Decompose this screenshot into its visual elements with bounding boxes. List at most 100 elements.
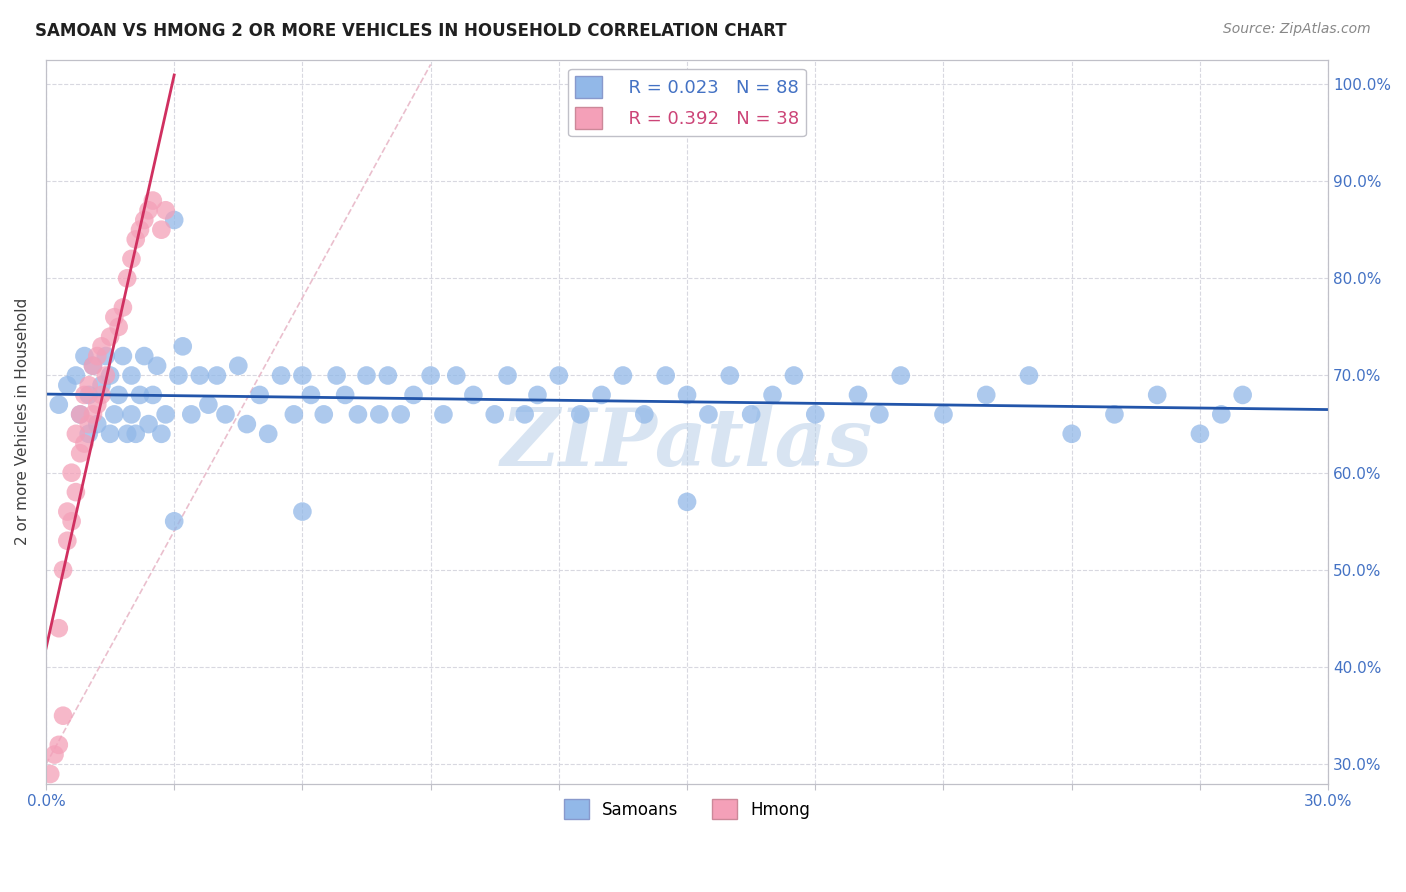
- Point: [356, 368, 378, 383]
- Point: [52, 563, 75, 577]
- Point: [65, 485, 87, 500]
- Point: [180, 408, 202, 422]
- Point: [103, 408, 125, 422]
- Point: [56, 378, 79, 392]
- Point: [432, 408, 454, 422]
- Point: [77, 417, 100, 431]
- Point: [146, 359, 169, 373]
- Point: [98, 368, 121, 383]
- Point: [90, 378, 112, 392]
- Point: [69, 408, 91, 422]
- Point: [291, 505, 314, 519]
- Point: [111, 301, 134, 315]
- Point: [115, 426, 138, 441]
- Point: [73, 349, 96, 363]
- Point: [98, 426, 121, 441]
- Text: SAMOAN VS HMONG 2 OR MORE VEHICLES IN HOUSEHOLD CORRELATION CHART: SAMOAN VS HMONG 2 OR MORE VEHICLES IN HO…: [35, 22, 787, 40]
- Point: [257, 426, 280, 441]
- Point: [205, 368, 228, 383]
- Point: [77, 378, 100, 392]
- Point: [974, 388, 997, 402]
- Point: [77, 426, 100, 441]
- Point: [676, 388, 699, 402]
- Point: [90, 388, 112, 402]
- Point: [82, 408, 104, 422]
- Point: [90, 339, 112, 353]
- Point: [761, 388, 783, 402]
- Point: [547, 368, 569, 383]
- Point: [1211, 408, 1233, 422]
- Point: [134, 349, 156, 363]
- Point: [94, 349, 117, 363]
- Point: [283, 408, 305, 422]
- Point: [1060, 426, 1083, 441]
- Point: [591, 388, 613, 402]
- Point: [377, 368, 399, 383]
- Point: [1188, 426, 1211, 441]
- Point: [142, 194, 165, 208]
- Point: [1146, 388, 1168, 402]
- Point: [56, 533, 79, 548]
- Point: [446, 368, 468, 383]
- Point: [48, 398, 70, 412]
- Point: [676, 495, 699, 509]
- Point: [890, 368, 912, 383]
- Point: [150, 223, 173, 237]
- Point: [155, 408, 177, 422]
- Point: [60, 466, 83, 480]
- Point: [138, 417, 160, 431]
- Point: [98, 329, 121, 343]
- Point: [172, 339, 194, 353]
- Point: [226, 359, 249, 373]
- Point: [86, 398, 108, 412]
- Point: [44, 747, 66, 762]
- Point: [73, 388, 96, 402]
- Point: [125, 426, 148, 441]
- Point: [197, 398, 219, 412]
- Point: [56, 505, 79, 519]
- Point: [402, 388, 425, 402]
- Point: [236, 417, 259, 431]
- Point: [69, 408, 91, 422]
- Point: [120, 368, 142, 383]
- Point: [1018, 368, 1040, 383]
- Point: [484, 408, 506, 422]
- Point: [783, 368, 806, 383]
- Point: [48, 621, 70, 635]
- Point: [697, 408, 720, 422]
- Point: [249, 388, 271, 402]
- Point: [740, 408, 762, 422]
- Point: [569, 408, 592, 422]
- Point: [150, 426, 173, 441]
- Point: [39, 767, 62, 781]
- Point: [270, 368, 292, 383]
- Point: [86, 417, 108, 431]
- Point: [86, 349, 108, 363]
- Point: [120, 408, 142, 422]
- Point: [419, 368, 441, 383]
- Point: [868, 408, 890, 422]
- Point: [389, 408, 412, 422]
- Point: [291, 368, 314, 383]
- Point: [94, 368, 117, 383]
- Point: [60, 514, 83, 528]
- Point: [138, 203, 160, 218]
- Point: [103, 310, 125, 325]
- Point: [188, 368, 211, 383]
- Point: [299, 388, 322, 402]
- Point: [107, 319, 129, 334]
- Point: [312, 408, 335, 422]
- Point: [142, 388, 165, 402]
- Point: [111, 349, 134, 363]
- Point: [163, 213, 186, 227]
- Point: [496, 368, 519, 383]
- Point: [120, 252, 142, 266]
- Point: [612, 368, 634, 383]
- Point: [932, 408, 955, 422]
- Point: [463, 388, 485, 402]
- Point: [48, 738, 70, 752]
- Point: [65, 368, 87, 383]
- Point: [654, 368, 676, 383]
- Point: [513, 408, 536, 422]
- Point: [155, 203, 177, 218]
